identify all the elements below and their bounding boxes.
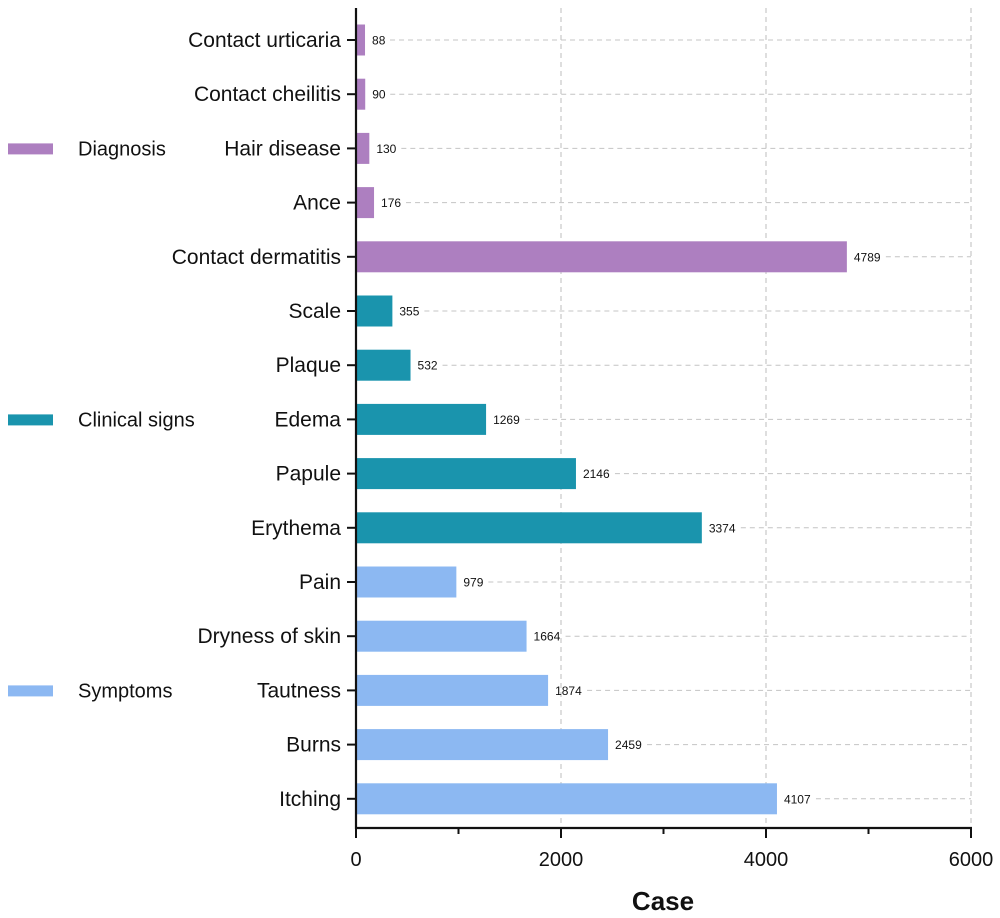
bar [356, 403, 487, 435]
bar-value-label: 1269 [493, 413, 520, 427]
y-tick-label: Pain [299, 571, 341, 594]
bar-value-label: 90 [372, 88, 386, 102]
bar [356, 78, 366, 110]
bar [356, 295, 393, 327]
legend-swatch [8, 414, 53, 426]
bar [356, 566, 457, 598]
y-tick-label: Itching [279, 788, 341, 811]
y-tick-label: Ance [293, 192, 341, 215]
bar [356, 512, 702, 544]
bar-value-label: 355 [399, 305, 419, 319]
bar-value-label: 532 [418, 359, 438, 373]
grid-lines [390, 8, 972, 828]
bars: 88 90 130 176 4789 355 532 1269 2146 3374 979 1664 1… [356, 24, 881, 815]
bar [356, 620, 527, 652]
bar-value-label: 1874 [555, 684, 582, 698]
x-tick-label: 0 [350, 849, 361, 871]
legend-label: Symptoms [78, 680, 172, 702]
y-tick-label: Hair disease [224, 137, 341, 160]
axes: Contact urticaria Contact cheilitis Hair d… [172, 8, 993, 871]
bar [356, 349, 411, 381]
bar [356, 458, 576, 490]
bar [356, 241, 847, 273]
bar-value-label: 130 [376, 142, 396, 156]
bar [356, 132, 370, 164]
legend-swatch [8, 685, 53, 697]
bar-value-label: 979 [463, 576, 483, 590]
bar-value-label: 3374 [709, 521, 736, 535]
bar-value-label: 4107 [784, 792, 811, 806]
bar [356, 729, 609, 761]
y-tick-label: Contact dermatitis [172, 246, 341, 269]
bar-value-label: 2146 [583, 467, 610, 481]
bar-value-label: 176 [381, 196, 401, 210]
bar-value-label: 2459 [615, 738, 642, 752]
y-tick-label: Tautness [257, 679, 341, 702]
x-axis-title: Case [632, 886, 694, 916]
legend-label: Diagnosis [78, 138, 166, 160]
y-tick-label: Plaque [276, 354, 341, 377]
legend-label: Clinical signs [78, 409, 195, 431]
y-tick-label: Dryness of skin [197, 625, 341, 648]
legend-swatch [8, 143, 53, 155]
x-tick-label: 6000 [949, 849, 994, 871]
y-tick-label: Papule [276, 463, 341, 486]
x-tick-label: 2000 [539, 849, 584, 871]
y-tick-label: Erythema [251, 517, 341, 540]
x-tick-label: 4000 [744, 849, 789, 871]
y-tick-label: Contact cheilitis [194, 83, 341, 106]
bar [356, 674, 549, 706]
y-tick-label: Burns [286, 734, 341, 757]
y-tick-label: Contact urticaria [188, 29, 341, 52]
bar-value-label: 4789 [854, 250, 881, 264]
bar-value-label: 1664 [534, 630, 561, 644]
bar-value-label: 88 [372, 34, 386, 48]
bar [356, 187, 375, 219]
y-tick-label: Scale [288, 300, 341, 323]
bar [356, 783, 777, 815]
bar [356, 24, 366, 56]
legend: Diagnosis Clinical signs Symptoms [8, 138, 195, 702]
y-tick-label: Edema [274, 408, 341, 431]
